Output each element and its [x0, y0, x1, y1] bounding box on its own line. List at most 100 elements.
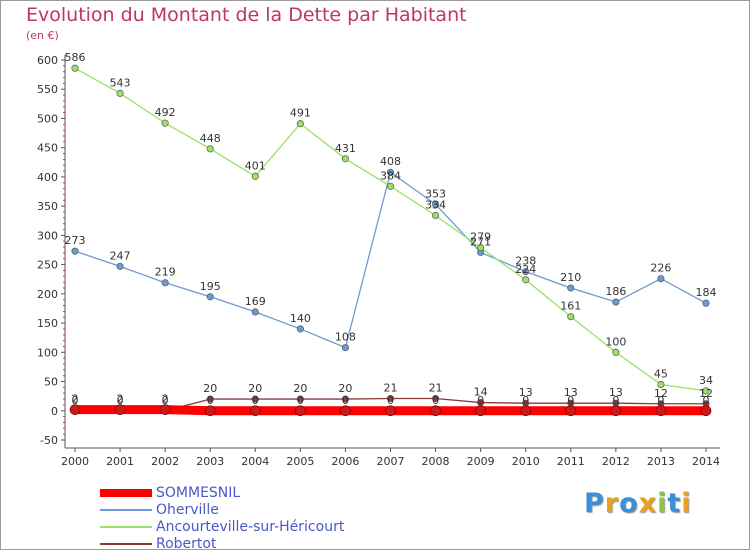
- data-point: [612, 298, 620, 306]
- data-label: 0: [387, 394, 394, 407]
- data-label: 100: [605, 335, 626, 348]
- legend-item: Ancourteville-sur-Héricourt: [100, 518, 344, 535]
- data-point: [432, 200, 440, 208]
- data-point: [206, 395, 214, 403]
- logo-letter: i: [657, 488, 668, 519]
- series-ancourteville-sur-h-ricourt: [71, 64, 710, 395]
- y-tick-label: 100: [37, 346, 58, 359]
- data-label: 408: [380, 155, 401, 168]
- data-point: [567, 284, 575, 292]
- data-point: [251, 308, 259, 316]
- data-label: 0: [567, 394, 574, 407]
- data-point: [430, 405, 441, 417]
- data-point: [161, 279, 169, 287]
- data-point: [114, 404, 126, 415]
- series-sommesnil: [69, 404, 712, 417]
- data-point: [610, 405, 622, 417]
- data-point: [159, 404, 171, 415]
- data-label: 210: [560, 271, 581, 284]
- data-label: 334: [425, 199, 446, 212]
- data-label: 384: [380, 169, 401, 182]
- legend-swatch: [100, 525, 152, 528]
- data-point: [341, 344, 349, 352]
- chart-axes: -500501001502002503003504004505005506002…: [37, 54, 720, 468]
- data-point: [386, 168, 395, 176]
- data-point: [296, 120, 304, 128]
- series-line: [74, 171, 707, 349]
- data-label: 184: [696, 286, 717, 299]
- data-label: 401: [245, 159, 266, 172]
- logo-letter: P: [584, 488, 605, 519]
- data-label: 491: [290, 107, 311, 120]
- y-tick-label: 350: [37, 200, 58, 213]
- data-label: 0: [117, 394, 124, 407]
- series-layer: [69, 64, 712, 417]
- data-point: [702, 299, 710, 307]
- data-point: [700, 405, 712, 417]
- x-tick-label: 2010: [512, 455, 540, 468]
- data-label: 271: [470, 235, 491, 248]
- line-chart: -500501001502002503003504004505005506002…: [37, 51, 720, 468]
- legend-item: Robertot: [100, 535, 344, 552]
- data-label: 0: [342, 394, 349, 407]
- x-tick-label: 2007: [377, 455, 405, 468]
- x-tick-label: 2006: [331, 455, 359, 468]
- y-tick-label: 500: [37, 112, 58, 125]
- data-label: 161: [560, 300, 581, 313]
- data-point: [567, 313, 575, 321]
- data-label: 279: [470, 231, 491, 244]
- y-tick-label: 400: [37, 171, 58, 184]
- data-label: 224: [515, 263, 536, 276]
- data-label: 273: [65, 234, 86, 247]
- data-label: 0: [207, 394, 214, 407]
- x-tick-label: 2011: [557, 455, 585, 468]
- data-label: 586: [65, 51, 86, 64]
- x-tick-label: 2012: [602, 455, 630, 468]
- chart-title: Evolution du Montant de la Dette par Hab…: [26, 4, 467, 26]
- data-label: 0: [252, 394, 259, 407]
- chart-subtitle: (en €): [26, 29, 59, 42]
- data-point: [612, 348, 620, 356]
- y-tick-label: 0: [51, 405, 58, 418]
- logo-letter: t: [667, 488, 682, 519]
- x-tick-label: 2013: [647, 455, 675, 468]
- data-label: 13: [564, 386, 578, 399]
- y-tick-label: 50: [44, 376, 58, 389]
- data-label: 34: [699, 374, 713, 387]
- data-point: [432, 394, 440, 403]
- data-label: 543: [110, 76, 131, 89]
- data-point: [385, 405, 396, 417]
- data-point: [251, 172, 259, 180]
- data-label: 13: [609, 386, 623, 399]
- data-point: [565, 405, 577, 417]
- data-label: 238: [515, 255, 536, 268]
- x-tick-label: 2014: [692, 455, 720, 468]
- data-label: 169: [245, 295, 266, 308]
- data-label: 140: [290, 312, 311, 325]
- data-point: [432, 211, 440, 220]
- y-tick-label: 300: [37, 229, 58, 242]
- value-labels-layer: 2732472191951691401084083532712382101862…: [65, 51, 717, 407]
- series-oherville: [71, 168, 710, 352]
- data-label: 0: [612, 394, 619, 407]
- data-label: 0: [703, 394, 710, 407]
- data-point: [340, 405, 351, 417]
- y-tick-label: 450: [37, 142, 58, 155]
- logo-letter: r: [604, 488, 620, 519]
- legend-swatch: [100, 508, 152, 511]
- data-label: 0: [522, 394, 529, 407]
- data-label: 13: [519, 386, 533, 399]
- data-label: 0: [477, 394, 484, 407]
- legend-swatch: [100, 488, 152, 497]
- x-tick-label: 2008: [422, 455, 450, 468]
- logo-letter: o: [619, 488, 639, 519]
- data-point: [206, 145, 214, 153]
- data-label: 20: [203, 382, 217, 395]
- data-label: 0: [162, 394, 169, 407]
- x-tick-label: 2002: [151, 455, 179, 468]
- data-point: [520, 405, 532, 417]
- legend-item: Oherville: [100, 501, 344, 518]
- data-point: [657, 275, 665, 283]
- data-point: [657, 380, 665, 389]
